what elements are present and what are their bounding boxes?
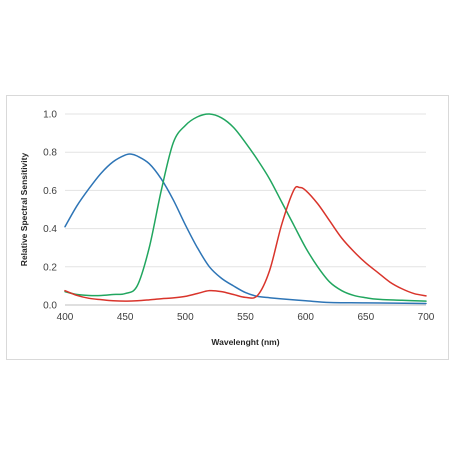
- x-tick-label: 600: [297, 312, 314, 323]
- y-axis-title: Relative Spectral Sensitivity: [19, 153, 29, 267]
- y-tick-label: 0.4: [43, 224, 57, 235]
- x-tick-label: 400: [57, 312, 74, 323]
- x-tick-label: 450: [117, 312, 134, 323]
- x-tick-label: 650: [357, 312, 374, 323]
- x-axis-title: Wavelenght (nm): [211, 337, 279, 347]
- y-tick-label: 1.0: [43, 110, 57, 121]
- blue-sensitivity-line: [64, 153, 427, 305]
- y-tick-label: 0.8: [43, 148, 57, 159]
- y-tick-label: 0.0: [43, 301, 57, 312]
- x-tick-label: 700: [418, 312, 435, 323]
- chart-frame: 0.0 0.2 0.4 0.6 0.8 1.0 400 450 500 550 600 650 700 …: [6, 95, 449, 360]
- red-sensitivity-line: [64, 185, 427, 302]
- series-layer: [64, 113, 427, 305]
- y-tick-label: 0.6: [43, 186, 57, 197]
- y-tick-label: 0.2: [43, 262, 57, 273]
- grid-layer: [65, 113, 426, 268]
- green-sensitivity-line: [64, 113, 427, 302]
- tick-layer: 0.0 0.2 0.4 0.6 0.8 1.0 400 450 500 550 600 650 700: [43, 110, 435, 324]
- x-tick-label: 550: [237, 312, 254, 323]
- x-tick-label: 500: [177, 312, 194, 323]
